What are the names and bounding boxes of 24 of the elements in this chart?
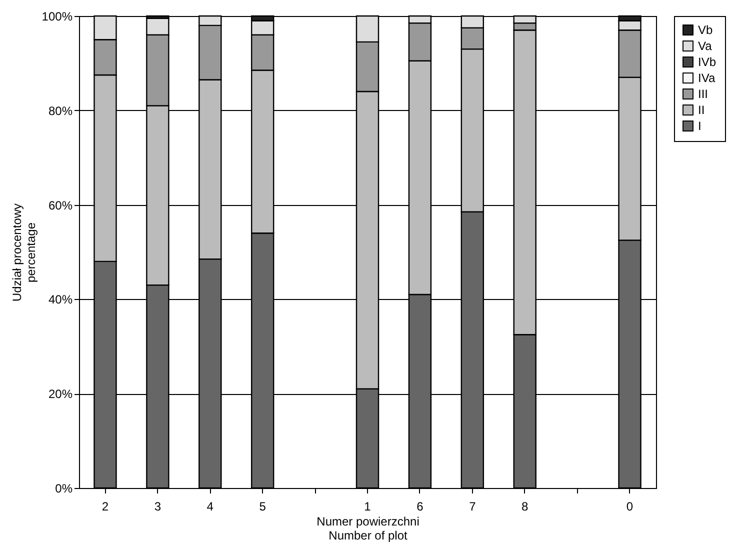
legend-label: I (698, 119, 702, 133)
x-tick-label: 3 (154, 500, 162, 514)
x-tick-label: 2 (102, 500, 109, 514)
y-tick-label: 0% (55, 482, 73, 496)
legend-label: II (698, 103, 705, 117)
legend-label: Va (698, 39, 712, 53)
x-tick-label: 8 (522, 500, 529, 514)
legend-label: IVa (698, 71, 716, 85)
y-axis-title: Udział procentowy percentage (10, 203, 38, 302)
x-tick-label: 0 (626, 500, 634, 514)
y-tick-label: 100% (42, 10, 73, 24)
x-tick-label: 7 (469, 500, 476, 514)
y-tick-label: 60% (48, 198, 73, 212)
x-tick-label: 4 (206, 500, 214, 514)
legend-label: III (698, 87, 708, 101)
y-tick-label: 40% (48, 292, 73, 307)
y-tick-label: 20% (48, 387, 73, 402)
y-tick-label: 80% (48, 104, 73, 118)
x-tick-label: 1 (364, 500, 372, 514)
x-tick-label: 5 (259, 500, 266, 514)
x-tick-label: 6 (416, 500, 424, 514)
x-axis-title: Numer powierzchni Number of plot (316, 514, 420, 542)
legend-label: IVb (698, 55, 716, 69)
legend-label: Vb (698, 23, 714, 37)
